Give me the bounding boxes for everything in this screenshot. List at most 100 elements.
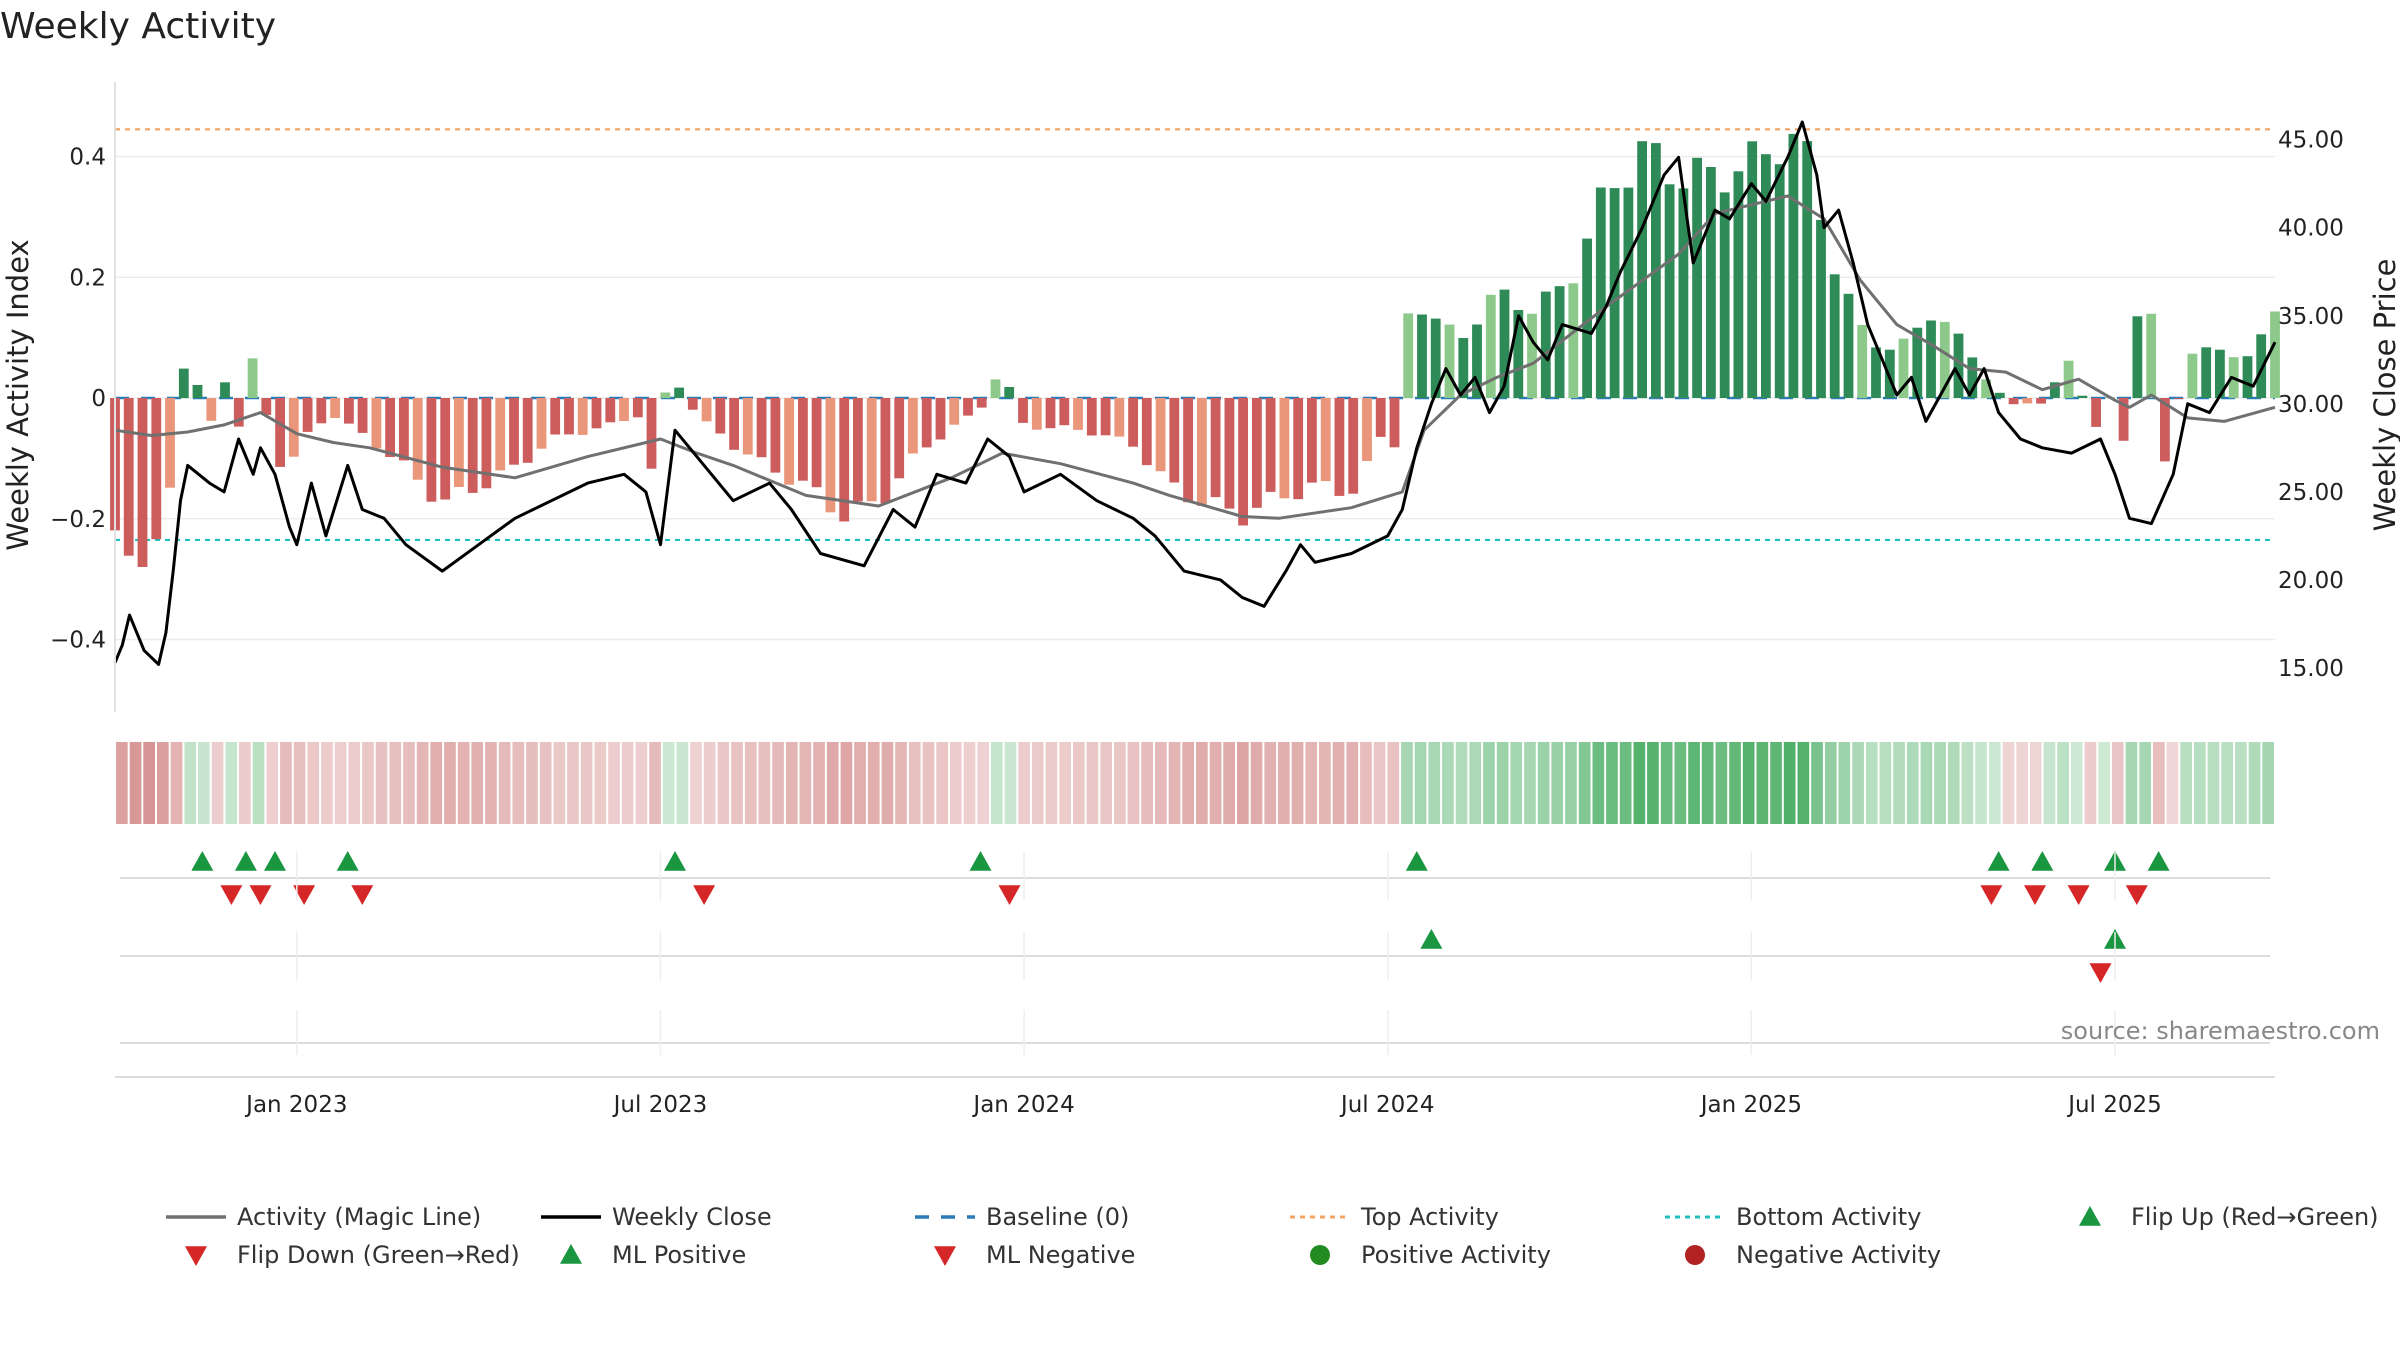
flip-up-marker: [969, 851, 992, 871]
heat-cell: [2084, 742, 2097, 824]
activity-bar: [2118, 398, 2129, 441]
heat-cell: [1920, 742, 1933, 824]
activity-bar: [1307, 398, 1317, 483]
heat-cell: [389, 742, 402, 824]
x-tick-label: Jan 2023: [244, 1092, 347, 1118]
activity-bar: [564, 398, 574, 435]
heat-cell: [744, 742, 757, 824]
flip-down-marker: [2125, 885, 2148, 905]
activity-bar: [1004, 387, 1015, 398]
series-lines: [113, 120, 2277, 666]
flip-up-marker: [2147, 851, 2170, 871]
heat-cell: [252, 742, 265, 824]
heat-cell: [2166, 742, 2179, 824]
heat-cell: [1537, 742, 1550, 824]
activity-bar: [123, 398, 134, 556]
activity-bar: [385, 398, 395, 457]
heat-cell: [334, 742, 347, 824]
legend-label: Top Activity: [1360, 1203, 1499, 1231]
activity-bar: [467, 398, 478, 493]
flip-down-marker: [293, 885, 316, 905]
activity-bar: [399, 398, 409, 461]
activity-bar: [1114, 398, 1125, 437]
heat-cell: [1442, 742, 1454, 824]
heat-cell: [676, 742, 689, 824]
heat-cell: [1797, 742, 1810, 824]
heat-cell: [2248, 742, 2261, 824]
activity-bar: [701, 398, 712, 422]
heat-cell: [1729, 742, 1741, 824]
activity-bar: [2022, 398, 2033, 404]
heat-cell: [1141, 742, 1153, 824]
activity-bar: [1389, 398, 1400, 448]
legend-item: Weekly Close: [541, 1203, 772, 1231]
activity-bar: [344, 398, 354, 424]
activity-bar: [742, 398, 753, 455]
heat-cell: [1373, 742, 1386, 824]
heat-cell: [1237, 742, 1249, 824]
heat-cell: [580, 742, 593, 824]
activity-bar: [1994, 392, 2005, 398]
flip-down-marker: [220, 885, 243, 905]
legend-label: Weekly Close: [612, 1203, 772, 1231]
legend-item: Top Activity: [1290, 1203, 1499, 1231]
activity-bar: [2077, 395, 2088, 398]
heat-cell: [1073, 742, 1085, 824]
legend-swatch-circle: [1685, 1245, 1705, 1265]
heat-cell: [457, 742, 470, 824]
heat-cell: [1182, 742, 1194, 824]
legend: Activity (Magic Line) Weekly Close Baselin…: [166, 1203, 2379, 1269]
heat-cell: [512, 742, 525, 824]
heat-cell: [321, 742, 333, 824]
heat-cell: [1018, 742, 1030, 824]
heat-cell: [184, 742, 197, 824]
activity-bar: [715, 398, 726, 434]
activity-bar: [2008, 398, 2019, 405]
legend-item: Activity (Magic Line): [166, 1203, 481, 1231]
heat-cell: [1906, 742, 1919, 824]
legend-label: Bottom Activity: [1736, 1203, 1921, 1231]
heat-cell: [1483, 742, 1495, 824]
heat-cell: [635, 742, 648, 824]
heat-cell: [621, 742, 634, 824]
heat-cell: [1469, 742, 1482, 824]
heat-cell: [854, 742, 866, 824]
heat-cell: [1674, 742, 1687, 824]
activity-bar: [1609, 188, 1620, 399]
legend-label: ML Positive: [612, 1241, 746, 1269]
legend-swatch-triangle-down: [185, 1246, 207, 1266]
heat-cell: [1783, 742, 1796, 824]
activity-bar: [1073, 398, 1083, 430]
legend-label: Negative Activity: [1736, 1241, 1941, 1269]
activity-bar: [550, 398, 561, 435]
chart-title: Weekly Activity: [0, 6, 276, 47]
heat-cell: [1578, 742, 1591, 824]
activity-bar: [509, 398, 519, 465]
heat-cell: [485, 742, 497, 824]
x-tick-label: Jul 2023: [612, 1092, 708, 1118]
heat-cell: [1004, 742, 1017, 824]
flip-down-marker: [2067, 885, 2090, 905]
heat-cell: [2070, 742, 2083, 824]
magic-line-series: [114, 194, 2276, 520]
activity-bar: [1884, 349, 1895, 398]
heat-cell: [649, 742, 661, 824]
activity-bar: [1527, 313, 1537, 399]
activity-bar: [1265, 398, 1276, 492]
activity-bar: [1747, 141, 1758, 399]
activity-heat-strip: [116, 742, 2274, 824]
heat-cell: [416, 742, 429, 824]
heat-cell: [403, 742, 415, 824]
heat-cell: [1291, 742, 1304, 824]
activity-bar: [454, 398, 464, 487]
heat-cell: [908, 742, 921, 824]
heat-cell: [1045, 742, 1058, 824]
heat-cell: [1168, 742, 1181, 824]
activity-bar: [1513, 310, 1524, 399]
heat-cell: [1496, 742, 1509, 824]
legend-item: Positive Activity: [1310, 1241, 1551, 1269]
activity-bar: [1155, 398, 1166, 472]
heat-cell: [1756, 742, 1769, 824]
activity-bar: [908, 398, 918, 454]
